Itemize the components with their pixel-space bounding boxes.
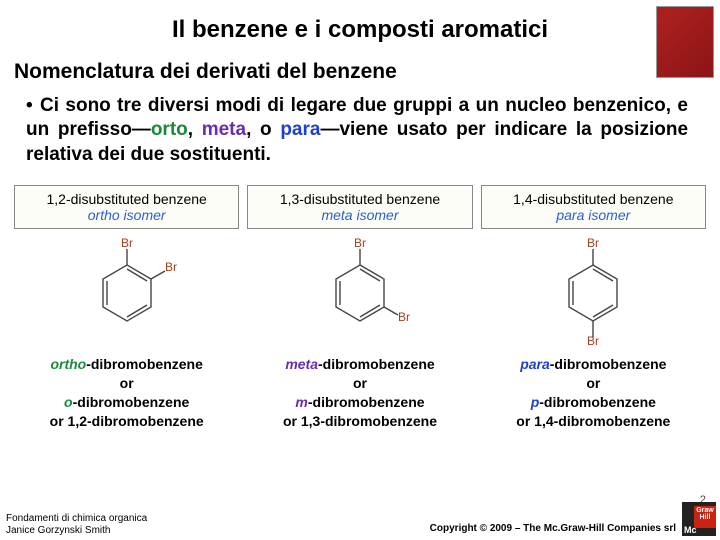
panel-ortho-head: 1,2-disubstituted benzene ortho isomer bbox=[14, 185, 239, 229]
svg-text:Br: Br bbox=[587, 334, 599, 347]
n0l4: or 1,2-dibromobenzene bbox=[14, 412, 239, 431]
panel-ortho-head-sub: ortho isomer bbox=[17, 207, 236, 223]
logo-red-text: GrawHill bbox=[694, 506, 716, 528]
slide-title: Il benzene e i composti aromatici bbox=[0, 0, 720, 44]
n2l3em: p bbox=[531, 394, 540, 410]
structure-meta: Br Br bbox=[247, 229, 472, 349]
ortho-prefix: ortho bbox=[88, 207, 120, 223]
publisher-logo: Mc GrawHill bbox=[682, 502, 716, 536]
bullet-sep2: , o bbox=[246, 119, 280, 140]
svg-text:Br: Br bbox=[165, 260, 177, 274]
panel-para-head-sub: para isomer bbox=[484, 207, 703, 223]
bullet-sep1: , bbox=[188, 119, 202, 140]
n2l2: or bbox=[481, 374, 706, 393]
ortho-rest: isomer bbox=[120, 207, 166, 223]
benzene-meta-svg: Br Br bbox=[310, 237, 410, 347]
benzene-ortho-svg: Br Br bbox=[77, 237, 177, 347]
panel-para: 1,4-disubstituted benzene para isomer Br… bbox=[481, 185, 706, 349]
meta-rest: isomer bbox=[353, 207, 399, 223]
panel-para-head-main: 1,4-disubstituted benzene bbox=[484, 191, 703, 207]
panel-meta-head-sub: meta isomer bbox=[250, 207, 469, 223]
n0l2: or bbox=[14, 374, 239, 393]
structure-para: Br Br bbox=[481, 229, 706, 349]
n0l3em: o bbox=[64, 394, 73, 410]
n1l4: or 1,3-dibromobenzene bbox=[247, 412, 472, 431]
n0l1em: ortho bbox=[50, 356, 86, 372]
n1l1em: meta bbox=[285, 356, 318, 372]
panel-ortho-head-main: 1,2-disubstituted benzene bbox=[17, 191, 236, 207]
footer-copyright: Copyright © 2009 – The Mc.Graw-Hill Comp… bbox=[430, 523, 676, 534]
publisher-cover-thumb bbox=[656, 6, 714, 78]
footer-author: Janice Gorzynski Smith bbox=[6, 525, 147, 537]
n2l1em: para bbox=[520, 356, 550, 372]
names-row: ortho-dibromobenzene or o-dibromobenzene… bbox=[0, 349, 720, 431]
panel-ortho: 1,2-disubstituted benzene ortho isomer B… bbox=[14, 185, 239, 349]
svg-text:Br: Br bbox=[354, 237, 366, 250]
panel-meta-head-main: 1,3-disubstituted benzene bbox=[250, 191, 469, 207]
names-meta: meta-dibromobenzene or m-dibromobenzene … bbox=[247, 355, 472, 431]
n0l1r: -dibromobenzene bbox=[86, 356, 203, 372]
panel-meta-head: 1,3-disubstituted benzene meta isomer bbox=[247, 185, 472, 229]
slide-subtitle: Nomenclatura dei derivati del benzene bbox=[0, 44, 720, 94]
panel-meta: 1,3-disubstituted benzene meta isomer Br… bbox=[247, 185, 472, 349]
structure-panels: 1,2-disubstituted benzene ortho isomer B… bbox=[0, 167, 720, 349]
bullet-meta: meta bbox=[202, 119, 246, 140]
names-ortho: ortho-dibromobenzene or o-dibromobenzene… bbox=[14, 355, 239, 431]
panel-para-head: 1,4-disubstituted benzene para isomer bbox=[481, 185, 706, 229]
para-rest: isomer bbox=[584, 207, 630, 223]
svg-text:Br: Br bbox=[587, 237, 599, 250]
n1l1r: -dibromobenzene bbox=[318, 356, 435, 372]
svg-text:Br: Br bbox=[398, 310, 410, 324]
bullet-para: para bbox=[280, 119, 320, 140]
bullet-text: •Ci sono tre diversi modi di legare due … bbox=[0, 94, 720, 167]
structure-ortho: Br Br bbox=[14, 229, 239, 349]
n2l1r: -dibromobenzene bbox=[550, 356, 667, 372]
svg-text:Br: Br bbox=[121, 237, 133, 250]
n1l3r: -dibromobenzene bbox=[308, 394, 425, 410]
para-prefix: para bbox=[556, 207, 584, 223]
bullet-ortho: orto bbox=[151, 119, 188, 140]
n1l3em: m bbox=[295, 394, 307, 410]
n0l3r: -dibromobenzene bbox=[73, 394, 190, 410]
names-para: para-dibromobenzene or p-dibromobenzene … bbox=[481, 355, 706, 431]
benzene-para-svg: Br Br bbox=[543, 237, 643, 347]
n2l3r: -dibromobenzene bbox=[539, 394, 656, 410]
bullet-marker: • bbox=[26, 94, 40, 118]
n2l4: or 1,4-dibromobenzene bbox=[481, 412, 706, 431]
footer-left: Fondamenti di chimica organica Janice Go… bbox=[6, 513, 147, 536]
meta-prefix: meta bbox=[321, 207, 352, 223]
footer-book: Fondamenti di chimica organica bbox=[6, 513, 147, 525]
n1l2: or bbox=[247, 374, 472, 393]
